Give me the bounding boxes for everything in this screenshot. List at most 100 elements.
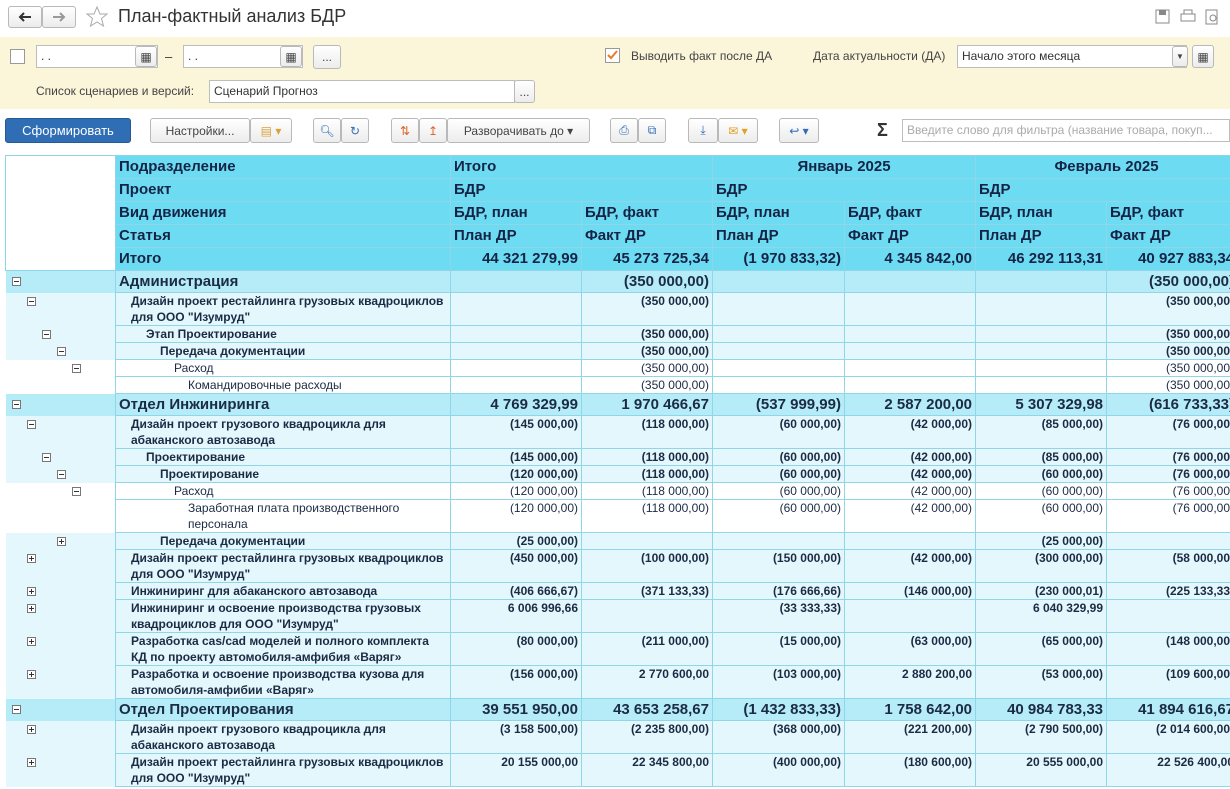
total-value: 40 927 883,34 bbox=[1106, 247, 1230, 271]
tree-cell bbox=[5, 532, 116, 550]
row-value bbox=[975, 376, 1108, 394]
row-value: 2 770 600,00 bbox=[581, 665, 713, 699]
row-header: Подразделение bbox=[115, 155, 451, 179]
row-value: (42 000,00) bbox=[843, 549, 977, 583]
row-label: Разработка и освоение производства кузов… bbox=[115, 665, 451, 699]
row-value: (120 000,00) bbox=[450, 499, 582, 533]
preview-button[interactable]: ⧉ bbox=[638, 118, 666, 143]
column-header: Факт ДР bbox=[843, 224, 977, 248]
search-field[interactable]: Введите слово для фильтра (название това… bbox=[902, 119, 1230, 142]
expand-toggle[interactable] bbox=[56, 536, 66, 546]
collapse-toggle[interactable] bbox=[71, 486, 81, 496]
report-row: Разработка cas/cad моделей и полного ком… bbox=[5, 632, 1230, 666]
report-row: Дизайн проект рестайлинга грузовых квадр… bbox=[5, 549, 1230, 583]
row-value: (156 000,00) bbox=[450, 665, 582, 699]
collapse-toggle[interactable] bbox=[41, 329, 51, 339]
calendar-button[interactable]: ▦ bbox=[1192, 45, 1214, 68]
report: Подразделение Итого Январь 2025 Февраль 202… bbox=[5, 155, 1230, 787]
expand-toggle[interactable] bbox=[26, 757, 36, 767]
row-value bbox=[450, 342, 582, 360]
collapse-toggle[interactable] bbox=[26, 296, 36, 306]
tree-cell bbox=[5, 753, 116, 787]
tree-cell bbox=[5, 599, 116, 633]
expand-toggle[interactable] bbox=[26, 553, 36, 563]
row-value: (25 000,00) bbox=[450, 532, 582, 550]
total-value: (1 970 833,32) bbox=[712, 247, 845, 271]
scenario-button[interactable]: ... bbox=[514, 80, 535, 103]
sum-icon[interactable]: Σ bbox=[877, 120, 888, 140]
find-button[interactable]: 🔍︎ bbox=[313, 118, 341, 143]
collapse-toggle[interactable] bbox=[41, 452, 51, 462]
total-value: 44 321 279,99 bbox=[450, 247, 582, 271]
back-button[interactable] bbox=[8, 6, 42, 28]
tree-cell bbox=[5, 448, 116, 466]
save-button[interactable]: ⤓ bbox=[688, 118, 718, 143]
row-label: Этап Проектирование bbox=[115, 325, 451, 343]
expand-toggle[interactable] bbox=[26, 669, 36, 679]
report-row: Администрация (350 000,00) (350 000,00) bbox=[5, 270, 1230, 293]
row-value: (150 000,00) bbox=[712, 549, 845, 583]
row-value: (120 000,00) bbox=[450, 482, 582, 500]
column-header: Февраль 2025 bbox=[975, 155, 1230, 179]
favorite-star[interactable] bbox=[85, 5, 109, 29]
find-next-button[interactable]: ↻ bbox=[341, 118, 369, 143]
scenario-field[interactable]: Сценарий Прогноз bbox=[209, 80, 515, 103]
report-table: Подразделение Итого Январь 2025 Февраль 202… bbox=[5, 155, 1230, 789]
date-from[interactable]: . . bbox=[36, 45, 158, 68]
row-value: (225 133,33) bbox=[1106, 582, 1230, 600]
row-value: (180 600,00) bbox=[843, 753, 977, 787]
sort-button[interactable]: ↥ bbox=[419, 118, 447, 143]
report-row: Отдел Проектирования 39 551 950,00 43 653 … bbox=[5, 698, 1230, 721]
expand-toggle[interactable] bbox=[26, 636, 36, 646]
row-value: (2 790 500,00) bbox=[975, 720, 1108, 754]
forward-button[interactable] bbox=[42, 6, 76, 28]
period-checkbox[interactable] bbox=[10, 49, 25, 64]
row-value bbox=[581, 599, 713, 633]
row-value bbox=[843, 599, 977, 633]
collapse-toggle[interactable] bbox=[56, 469, 66, 479]
dropdown-button[interactable]: ▼ bbox=[1172, 46, 1188, 67]
settings-button[interactable]: Настройки... bbox=[150, 118, 250, 143]
row-header: Вид движения bbox=[115, 201, 451, 225]
report-row: Дизайн проект рестайлинга грузовых квадр… bbox=[5, 753, 1230, 787]
row-label: Администрация bbox=[115, 270, 451, 293]
expand-toggle[interactable] bbox=[26, 586, 36, 596]
mail-button[interactable]: ✉ ▾ bbox=[718, 118, 758, 143]
row-value: (76 000,00) bbox=[1106, 482, 1230, 500]
row-value bbox=[450, 270, 582, 293]
row-value: (60 000,00) bbox=[712, 415, 845, 449]
calendar-button[interactable]: ▦ bbox=[135, 46, 157, 67]
calendar-button[interactable]: ▦ bbox=[280, 46, 302, 67]
collapse-toggle[interactable] bbox=[11, 704, 21, 714]
row-value: (230 000,01) bbox=[975, 582, 1108, 600]
print-button[interactable]: ⎙ bbox=[610, 118, 638, 143]
row-value: (350 000,00) bbox=[1106, 342, 1230, 360]
collapse-toggle[interactable] bbox=[26, 419, 36, 429]
collapse-toggle[interactable] bbox=[56, 346, 66, 356]
expand-toggle[interactable] bbox=[26, 724, 36, 734]
fact-checkbox[interactable] bbox=[605, 48, 621, 64]
row-value bbox=[975, 270, 1108, 293]
row-value: (146 000,00) bbox=[843, 582, 977, 600]
sort-button[interactable]: ⇅ bbox=[391, 118, 419, 143]
report-row: Передача документации (25 000,00) (25 000,… bbox=[5, 532, 1230, 550]
date-to[interactable]: . . bbox=[183, 45, 303, 68]
date-select[interactable]: Начало этого месяца bbox=[957, 45, 1187, 68]
row-label: Заработная плата производственного персо… bbox=[115, 499, 451, 533]
row-value: (400 000,00) bbox=[712, 753, 845, 787]
generate-button[interactable]: Сформировать bbox=[5, 118, 131, 143]
scenario-label: Список сценариев и версий: bbox=[36, 84, 195, 98]
period-button[interactable]: ... bbox=[313, 45, 341, 69]
row-value: (2 014 600,00) bbox=[1106, 720, 1230, 754]
row-value bbox=[712, 532, 845, 550]
variants-button[interactable]: ▤ ▾ bbox=[250, 118, 292, 143]
row-label: Дизайн проект рестайлинга грузовых квадр… bbox=[115, 549, 451, 583]
expand-toggle[interactable] bbox=[26, 603, 36, 613]
collapse-toggle[interactable] bbox=[11, 399, 21, 409]
tree-cell bbox=[5, 465, 116, 483]
collapse-toggle[interactable] bbox=[71, 363, 81, 373]
back-action-button[interactable]: ↩ ▾ bbox=[779, 118, 819, 143]
total-label: Итого bbox=[115, 247, 451, 271]
expand-button[interactable]: Разворачивать до ▾ bbox=[447, 118, 590, 143]
collapse-toggle[interactable] bbox=[11, 277, 21, 286]
